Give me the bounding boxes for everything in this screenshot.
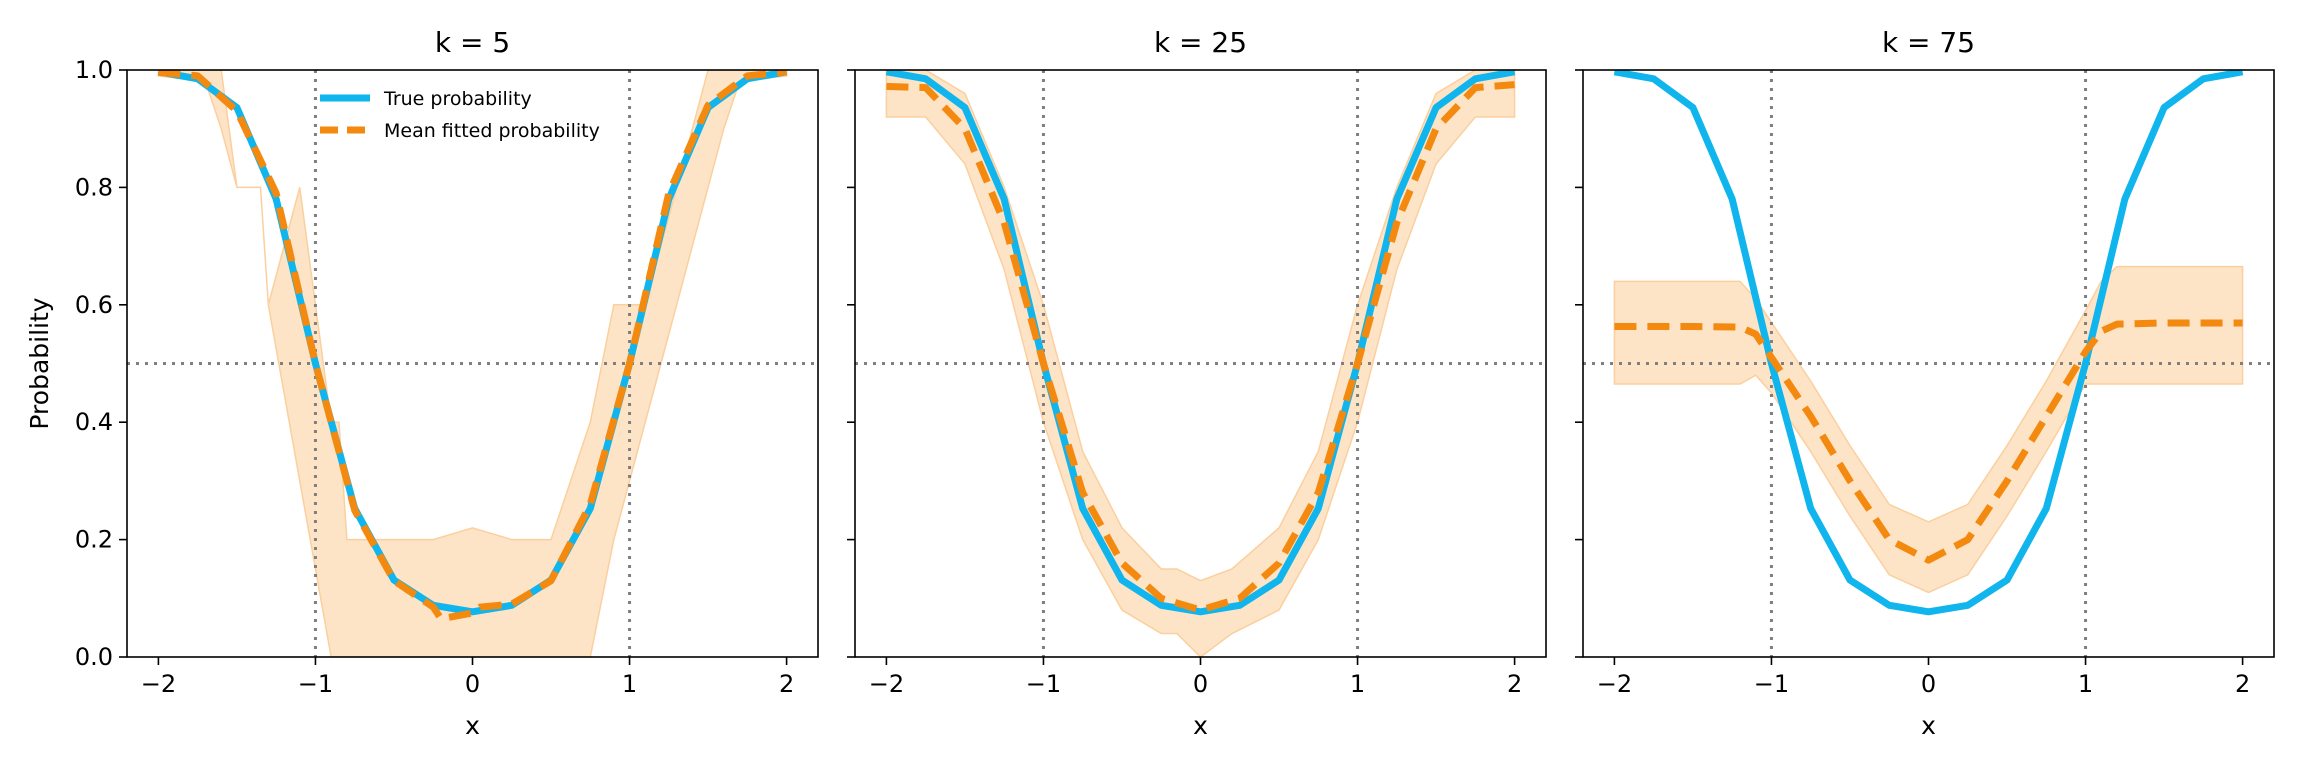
x-tick-label: 2: [2235, 670, 2250, 698]
x-axis-label: x: [1921, 711, 1936, 740]
chart-panel-2: −2 −1 0 1 2 k = 25 x: [847, 26, 1547, 740]
confidence-band: [157, 70, 788, 657]
confidence-band: [885, 70, 1516, 657]
series-mean-fitted-probability: [158, 70, 787, 623]
chart-panel-1: −2 −1 0 1 2 0.0 0.2 0.4 0.6 0.8 1.0 k = 5 x: [75, 26, 819, 740]
x-tick-label: 1: [622, 670, 637, 698]
x-tick-label: −2: [141, 670, 176, 698]
y-tick-label: 0.8: [75, 173, 113, 201]
x-tick-label: 0: [465, 670, 480, 698]
panel-title: k = 75: [1882, 26, 1975, 59]
legend: True probability Mean fitted probability: [320, 88, 600, 142]
y-tick-label: 1.0: [75, 56, 113, 84]
y-tick-label: 0.4: [75, 408, 113, 436]
x-tick-label: 2: [779, 670, 794, 698]
plot-area: [1583, 70, 2274, 657]
legend-label-mean-fitted-probability: Mean fitted probability: [384, 120, 600, 142]
x-tick-label: −1: [298, 670, 333, 698]
y-axis-label: Probability: [25, 297, 54, 429]
plot-area: [127, 70, 818, 657]
panel-title: k = 5: [435, 26, 510, 59]
x-axis-label: x: [465, 711, 480, 740]
y-tick-label: 0.6: [75, 291, 113, 319]
series-mean-fitted-probability: [886, 81, 1515, 614]
panel-title: k = 25: [1154, 26, 1247, 59]
x-tick-label: 0: [1193, 670, 1208, 698]
series-true-probability: [1613, 70, 2244, 616]
x-tick-label: −1: [1026, 670, 1061, 698]
x-tick-label: −2: [1597, 670, 1632, 698]
legend-label-true-probability: True probability: [383, 88, 532, 110]
x-axis-label: x: [1193, 711, 1208, 740]
x-tick-label: −1: [1754, 670, 1789, 698]
plot-area: [855, 70, 1546, 657]
x-tick-label: −2: [869, 670, 904, 698]
chart-panel-3: −2 −1 0 1 2 k = 75 x: [1575, 26, 2275, 740]
series-mean-fitted-probability: [1614, 319, 2243, 564]
x-tick-label: 2: [1507, 670, 1522, 698]
x-tick-label: 1: [1350, 670, 1365, 698]
y-tick-label: 0.2: [75, 526, 113, 554]
x-tick-label: 0: [1921, 670, 1936, 698]
series-true-probability: [885, 70, 1516, 616]
x-tick-label: 1: [2078, 670, 2093, 698]
y-tick-label: 0.0: [75, 643, 113, 671]
confidence-band: [1613, 265, 2244, 594]
